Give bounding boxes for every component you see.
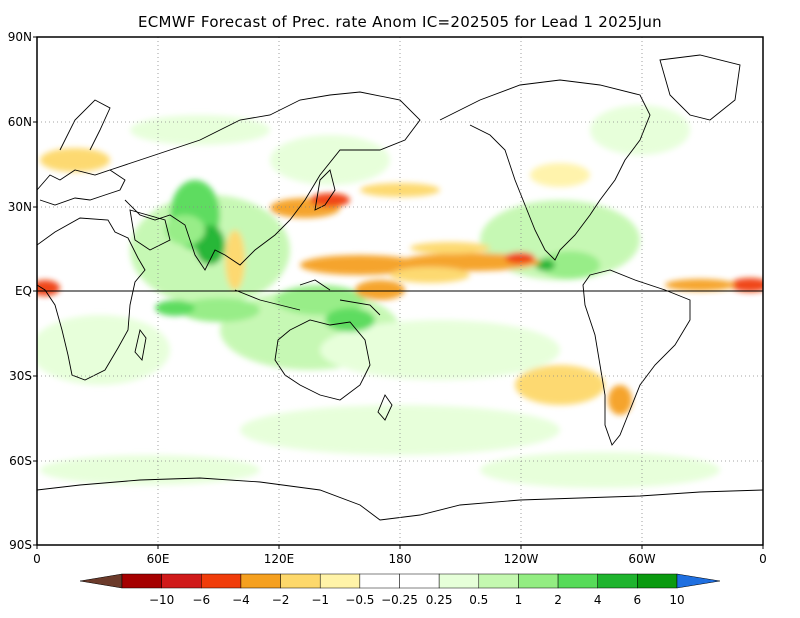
lat-label: 30N (7, 200, 32, 214)
colorbar-label: 10 (669, 593, 685, 607)
lat-label: 90S (9, 538, 32, 552)
lat-label: 90N (7, 30, 32, 44)
colorbar-swatch (637, 573, 678, 589)
lon-label: 120E (263, 552, 295, 566)
colorbar-label: 2 (554, 593, 562, 607)
colorbar-label: 4 (593, 593, 602, 607)
colorbar (79, 573, 721, 589)
lon-label: 180 (388, 552, 412, 566)
lat-label: EQ (14, 284, 32, 298)
gridlines (37, 37, 763, 545)
colorbar-label: 0.5 (469, 593, 489, 607)
colorbar-swatch (478, 573, 519, 589)
colorbar-label: −0.25 (381, 593, 418, 607)
colorbar-swatch (438, 573, 480, 589)
colorbar-label: 6 (633, 593, 642, 607)
lon-label: 60E (146, 552, 170, 566)
colorbar-swatch (201, 573, 242, 589)
colorbar-swatch (240, 573, 281, 589)
colorbar-swatch (280, 573, 321, 589)
map-title: ECMWF Forecast of Prec. rate Anom IC=202… (138, 13, 662, 31)
colorbar-label: −1 (311, 593, 330, 607)
lon-label: 120W (503, 552, 539, 566)
colorbar-swatch (161, 573, 202, 589)
colorbar-high-arrow (676, 573, 721, 589)
lat-label: 60N (7, 115, 32, 129)
colorbar-swatch (121, 573, 162, 589)
colorbar-label: 0.25 (425, 593, 453, 607)
colorbar-swatch (399, 573, 440, 589)
colorbar-swatch (359, 573, 400, 589)
colorbar-swatch (319, 573, 361, 589)
colorbar-swatch (557, 573, 598, 589)
colorbar-low-arrow (79, 573, 123, 589)
colorbar-swatch (518, 573, 559, 589)
lon-label: 60W (628, 552, 656, 566)
colorbar-label: −6 (192, 593, 211, 607)
coastlines (37, 54, 763, 521)
colorbar-label: 1 (514, 593, 523, 607)
axis-ticks (33, 36, 764, 549)
lon-label: 0 (759, 552, 767, 566)
colorbar-label: −10 (148, 593, 175, 607)
colorbar-swatch (597, 573, 638, 589)
lon-label: 0 (33, 552, 41, 566)
lat-label: 30S (9, 369, 32, 383)
colorbar-label: −0.5 (345, 593, 375, 607)
colorbar-label: −2 (271, 593, 290, 607)
colorbar-label: −4 (232, 593, 250, 607)
lat-label: 60S (9, 454, 32, 468)
